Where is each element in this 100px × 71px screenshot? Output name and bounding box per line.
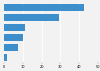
Bar	[4, 4, 84, 11]
Bar	[4, 34, 23, 41]
Bar	[4, 14, 58, 21]
Bar	[4, 24, 25, 31]
Bar	[4, 54, 7, 61]
Bar	[4, 44, 18, 51]
